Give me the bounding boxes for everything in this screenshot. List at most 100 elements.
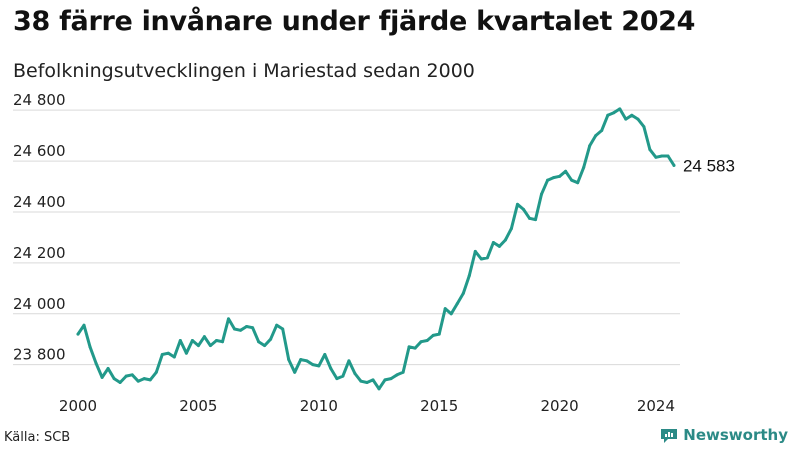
data-point (220, 340, 224, 344)
data-point (497, 244, 501, 248)
data-point (419, 340, 423, 344)
y-tick-label: 24 400 (13, 193, 66, 211)
data-point (648, 148, 652, 152)
data-point (88, 345, 92, 349)
data-point (521, 207, 525, 211)
x-tick-label: 2010 (300, 397, 338, 415)
data-point (654, 155, 658, 159)
brand-name: Newsworthy (683, 426, 788, 444)
y-tick-label: 24 000 (13, 295, 66, 313)
data-point (305, 359, 309, 363)
data-point (455, 302, 459, 306)
data-point (329, 366, 333, 370)
data-point (178, 338, 182, 342)
data-point (136, 379, 140, 383)
data-point (365, 380, 369, 384)
data-point (606, 113, 610, 117)
data-point (148, 378, 152, 382)
data-point (576, 181, 580, 185)
data-point (389, 377, 393, 381)
data-point (407, 345, 411, 349)
data-point (172, 355, 176, 359)
data-point (257, 340, 261, 344)
data-point (154, 370, 158, 374)
y-tick-label: 24 600 (13, 142, 66, 160)
data-point (287, 358, 291, 362)
data-point (335, 377, 339, 381)
data-point (485, 256, 489, 260)
data-point (503, 238, 507, 242)
data-point (672, 163, 676, 167)
data-point (534, 218, 538, 222)
data-point (227, 317, 230, 321)
data-point (160, 352, 164, 356)
data-point (437, 332, 441, 336)
data-point (142, 377, 146, 381)
data-point (431, 333, 435, 337)
data-point (184, 351, 188, 355)
data-point (509, 227, 513, 231)
data-point (76, 332, 80, 336)
data-point (449, 312, 453, 316)
data-point (251, 326, 255, 330)
data-point (94, 361, 98, 365)
data-point (263, 344, 267, 348)
y-tick-label: 24 800 (13, 91, 66, 109)
data-point (166, 351, 170, 355)
data-point (214, 338, 218, 342)
series-line (76, 107, 676, 391)
data-point (353, 372, 357, 376)
data-point (190, 338, 194, 342)
data-point (564, 169, 568, 173)
data-point (570, 178, 574, 182)
data-point (401, 370, 405, 374)
y-axis-ticks: 23 800 24 000 24 200 24 400 24 600 24 800 (13, 91, 66, 363)
data-point (413, 346, 417, 350)
data-point (540, 192, 544, 196)
data-point (341, 374, 345, 378)
data-point (642, 125, 646, 129)
data-point (371, 378, 375, 382)
brand[interactable]: Newsworthy (660, 426, 788, 444)
data-point (130, 373, 134, 377)
data-point (491, 241, 495, 244)
data-point (600, 129, 604, 133)
newsworthy-logo-icon (660, 426, 678, 444)
data-point (100, 375, 104, 379)
data-point (612, 111, 616, 115)
data-point (479, 257, 483, 261)
data-point (515, 202, 519, 206)
data-point (202, 335, 206, 339)
data-point (558, 174, 562, 178)
source-note: Källa: SCB (4, 430, 71, 445)
data-point (377, 387, 381, 391)
data-point (233, 327, 237, 331)
data-point (245, 324, 249, 328)
data-point (124, 374, 128, 378)
data-point (196, 344, 200, 348)
data-point (660, 154, 664, 158)
data-point (281, 327, 285, 331)
data-point (630, 113, 634, 117)
data-point (269, 337, 273, 341)
x-tick-label: 2005 (179, 397, 217, 415)
x-axis-ticks: 2000 2005 2010 2015 2020 2024 (59, 397, 675, 415)
label-layer: 24 583 (683, 156, 735, 175)
data-point (624, 117, 628, 121)
data-point (359, 379, 363, 383)
y-tick-label: 23 800 (13, 346, 66, 364)
data-point (317, 364, 321, 368)
chart-subtitle: Befolkningsutvecklingen i Mariestad seda… (13, 60, 475, 82)
data-point (636, 117, 640, 121)
data-point (112, 377, 116, 381)
series-layer (76, 107, 676, 391)
data-point (299, 358, 303, 362)
chart-title: 38 färre invånare under fjärde kvartalet… (13, 6, 696, 37)
data-point (82, 323, 86, 327)
data-point (594, 134, 598, 138)
x-tick-label: 2015 (420, 397, 458, 415)
data-point (582, 165, 586, 169)
data-point (425, 338, 429, 342)
data-point (461, 291, 465, 295)
